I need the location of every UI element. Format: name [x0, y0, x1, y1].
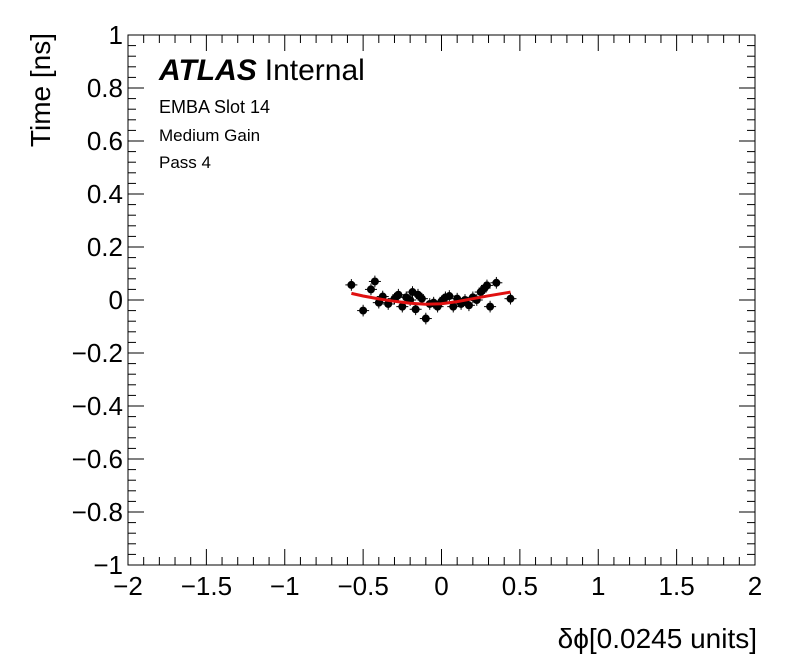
data-points — [345, 275, 517, 325]
x-tick-label: −1.5 — [181, 571, 232, 601]
x-tick-label: −2 — [113, 571, 143, 601]
y-tick-label: 0 — [109, 285, 123, 315]
internal-text: Internal — [265, 54, 365, 87]
annotation-pass: Pass 4 — [159, 153, 211, 172]
marker — [482, 281, 491, 290]
y-tick-label: −0.4 — [72, 391, 123, 421]
atlas-label: ATLAS Internal — [158, 54, 365, 87]
marker — [492, 278, 501, 287]
data-point — [490, 276, 503, 289]
y-tick-label: −0.6 — [72, 444, 123, 474]
x-tick-labels: −2 −1.5 −1 −0.5 0 0.5 1 1.5 2 — [113, 571, 762, 601]
marker — [359, 306, 368, 315]
y-axis-label: Time [ns] — [25, 33, 56, 147]
y-tick-labels: −1 −0.8 −0.6 −0.4 −0.2 0 0.2 0.4 0.6 0.8 1 — [72, 20, 123, 580]
marker — [417, 294, 426, 303]
data-point — [345, 279, 358, 291]
marker — [421, 314, 430, 323]
marker — [464, 301, 473, 310]
marker — [449, 302, 458, 311]
y-tick-label: 1 — [109, 20, 123, 50]
data-point — [357, 304, 370, 317]
annotation-gain: Medium Gain — [159, 126, 260, 145]
marker — [370, 277, 379, 286]
x-tick-label: −1 — [270, 571, 300, 601]
marker — [398, 302, 407, 311]
x-tick-label: 1 — [591, 571, 605, 601]
data-point — [364, 283, 377, 296]
data-point — [484, 300, 497, 313]
data-point — [480, 279, 493, 292]
y-tick-label: 0.2 — [87, 232, 123, 262]
annotation-slot: EMBA Slot 14 — [159, 97, 270, 117]
y-tick-label: 0.8 — [87, 73, 123, 103]
x-tick-label: −0.5 — [337, 571, 388, 601]
y-tick-label: −0.8 — [72, 497, 123, 527]
data-point — [447, 300, 460, 313]
data-point — [392, 288, 405, 301]
x-axis-label: δϕ[0.0245 units] — [558, 623, 757, 654]
y-tick-label: 0.4 — [87, 179, 123, 209]
atlas-logo-text: ATLAS — [158, 54, 257, 87]
data-point — [504, 292, 517, 305]
data-point — [409, 303, 422, 316]
data-point — [419, 312, 432, 325]
marker — [445, 292, 454, 301]
data-point — [462, 299, 475, 312]
data-point — [443, 290, 456, 302]
axis-ticks — [127, 34, 756, 566]
y-tick-label: 0.6 — [87, 126, 123, 156]
y-tick-label: −0.2 — [72, 338, 123, 368]
marker — [411, 305, 420, 314]
x-tick-label: 0 — [434, 571, 448, 601]
marker — [506, 294, 515, 303]
x-tick-label: 1.5 — [659, 571, 695, 601]
data-point — [368, 275, 381, 288]
marker — [366, 285, 375, 294]
y-tick-label: −1 — [93, 550, 123, 580]
x-tick-label: 2 — [748, 571, 762, 601]
marker — [394, 290, 403, 299]
fit-curve — [351, 290, 511, 306]
x-tick-label: 0.5 — [502, 571, 538, 601]
marker — [486, 302, 495, 311]
marker — [347, 280, 356, 289]
